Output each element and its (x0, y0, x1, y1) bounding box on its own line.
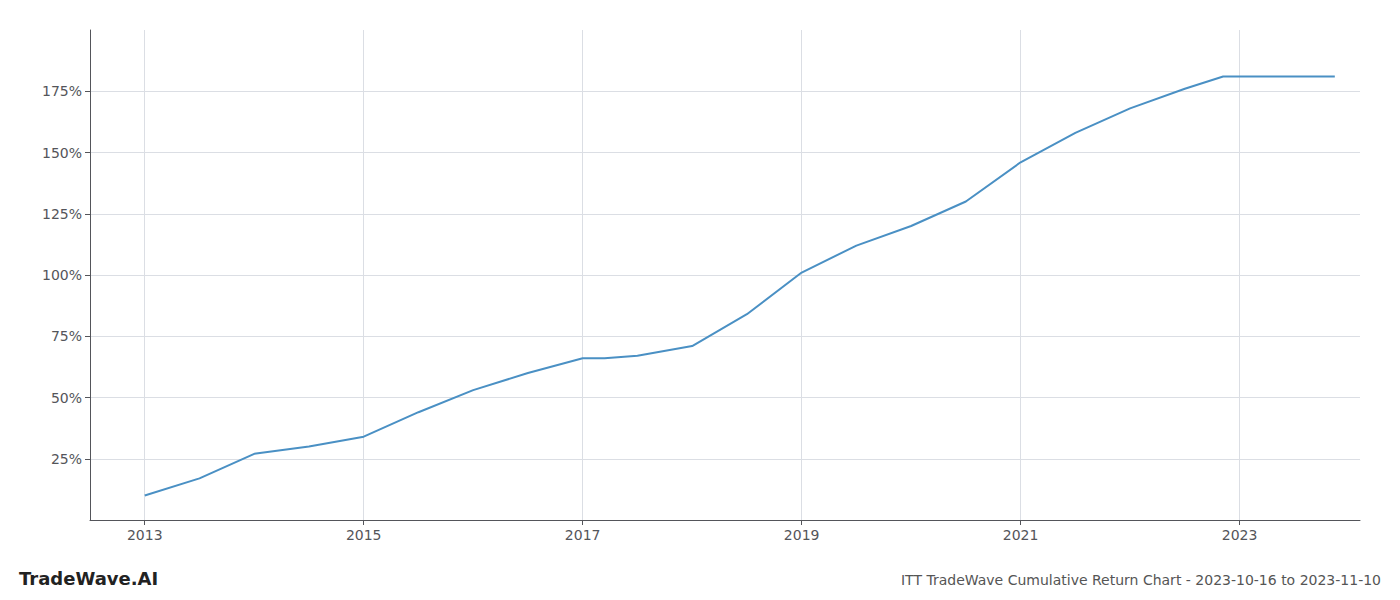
svg-text:100%: 100% (42, 267, 82, 283)
svg-text:2019: 2019 (784, 527, 820, 543)
svg-text:2021: 2021 (1003, 527, 1039, 543)
svg-text:2017: 2017 (565, 527, 601, 543)
svg-text:2023: 2023 (1222, 527, 1258, 543)
svg-text:ITT TradeWave Cumulative Retur: ITT TradeWave Cumulative Return Chart - … (901, 572, 1381, 588)
svg-text:2015: 2015 (346, 527, 382, 543)
svg-text:2013: 2013 (127, 527, 163, 543)
svg-text:75%: 75% (51, 328, 82, 344)
svg-text:125%: 125% (42, 206, 82, 222)
svg-text:50%: 50% (51, 390, 82, 406)
svg-text:25%: 25% (51, 451, 82, 467)
svg-text:150%: 150% (42, 145, 82, 161)
svg-text:175%: 175% (42, 83, 82, 99)
svg-text:TradeWave.AI: TradeWave.AI (19, 568, 158, 589)
